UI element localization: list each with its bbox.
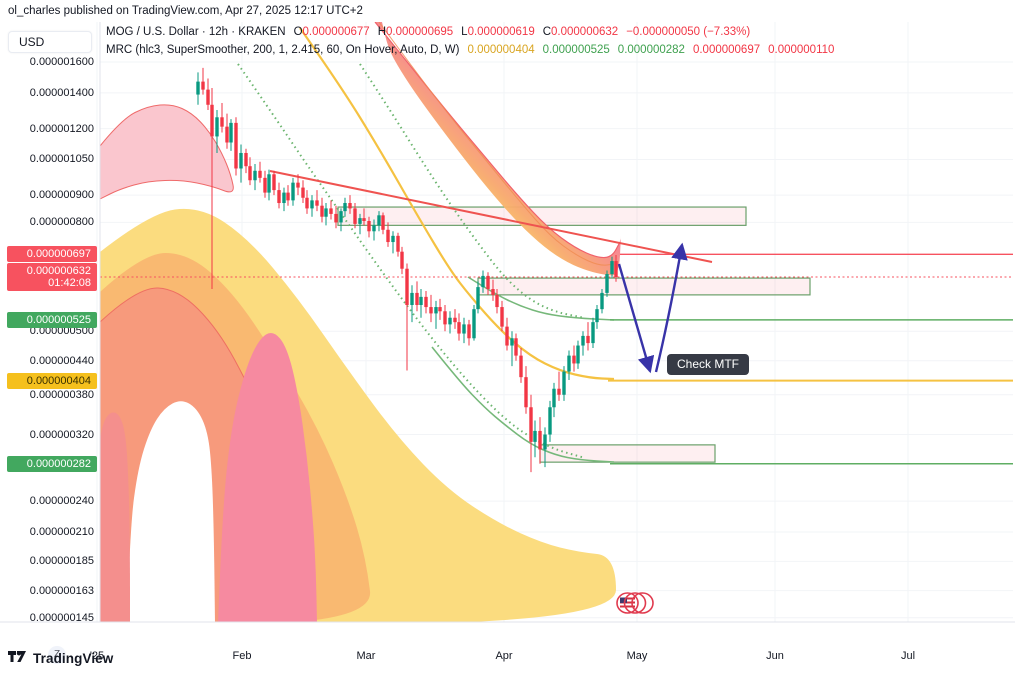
price-label: 0.000000240	[29, 495, 94, 508]
currency-selector[interactable]: USD	[8, 31, 92, 53]
price-change: −0.000000050 (−7.33%)	[626, 26, 751, 38]
mrc-value-s1: 0.000000525	[542, 44, 610, 56]
projection-arrow-down	[617, 263, 655, 374]
price-label: 0.000000145	[29, 611, 94, 624]
mrc-dotted-a	[237, 63, 586, 459]
mrc-value-r2: 0.000000110	[768, 44, 835, 56]
candles	[196, 67, 618, 473]
projection-arrow-up	[654, 242, 688, 373]
weekly-band-top-dome	[100, 104, 234, 200]
price-label: 0.000000210	[29, 526, 94, 538]
tradingview-wordmark: TradingView	[33, 651, 114, 666]
time-label: Apr	[495, 650, 513, 662]
indicator-title: MRC (hlc3, SuperSmoother, 200, 1, 2.415,…	[106, 44, 460, 56]
mrc-value-s2: 0.000000282	[617, 44, 685, 56]
time-label: Jun	[766, 650, 784, 662]
mrc-ribbon-mid-line	[378, 22, 615, 266]
price-label: 0.000000185	[29, 555, 94, 568]
check-mtf-tooltip: Check MTF	[667, 354, 750, 375]
plot-area	[100, 22, 1013, 622]
ohlc-close: C0.000000632	[542, 26, 619, 38]
time-label: May	[626, 650, 648, 662]
tradingview-mark-icon	[8, 651, 26, 662]
price-badge: 0.000000632 01:42:08	[7, 262, 97, 291]
price-label: 0.000001400	[29, 86, 94, 99]
price-label: 0.000000320	[29, 428, 94, 441]
price-badge: 0.000000404	[7, 372, 97, 389]
timezone-button[interactable]: Z	[48, 646, 66, 664]
tradingview-logo[interactable]: TradingView	[8, 650, 113, 667]
ohlc-high: H0.000000695	[377, 26, 454, 38]
legend-indicator-row[interactable]: MRC (hlc3, SuperSmoother, 200, 1, 2.415,…	[106, 44, 834, 56]
price-label: 0.000000163	[29, 584, 94, 597]
mrc-value-mean: 0.000000404	[467, 44, 535, 56]
mrc-value-r1: 0.000000697	[692, 44, 761, 56]
price-badge: 0.000000282	[7, 455, 97, 472]
weekly-band-left-leg	[100, 412, 130, 622]
price-badge: 0.000000525	[7, 311, 97, 328]
price-scale[interactable]: 0.000001600 0.000001400 0.000001200 0.00000…	[0, 22, 100, 624]
band-gap-white	[127, 401, 215, 622]
attribution-text: ol_charles published on TradingView.com,…	[8, 5, 363, 17]
time-label: Jul	[900, 650, 916, 662]
mog-flag-icon	[616, 592, 654, 614]
price-label: 0.000001200	[29, 122, 94, 135]
legend-symbol-row[interactable]: MOG / U.S. Dollar · 12h · KRAKEN O0.0000…	[106, 26, 750, 38]
price-label: 0.000000800	[29, 216, 94, 229]
mrc-mean-curve	[299, 27, 615, 381]
time-axis[interactable]: '25 Feb Mar Apr May Jun Jul	[0, 644, 1015, 668]
mrc-s1-curve	[467, 276, 615, 321]
time-label: Mar	[356, 650, 376, 662]
price-label: 0.000000900	[29, 189, 94, 202]
supply-zone-mid	[477, 277, 811, 296]
mrc-s2-curve	[431, 346, 615, 463]
price-label: 0.000000380	[29, 388, 94, 401]
price-label: 0.000001050	[29, 153, 94, 166]
ohlc-low: L0.000000619	[461, 26, 535, 38]
descending-trendline	[269, 170, 713, 263]
price-label: 0.000000440	[29, 354, 94, 367]
ohlc-open: O0.000000677	[293, 26, 370, 38]
weekly-band-pink-core	[218, 332, 317, 622]
chart-canvas[interactable]	[0, 22, 1015, 645]
symbol-title: MOG / U.S. Dollar · 12h · KRAKEN	[106, 26, 286, 38]
time-label: '25	[89, 650, 105, 662]
price-label: 0.000001600	[29, 56, 94, 68]
time-label: Feb	[232, 650, 252, 662]
price-label: 0.000000500	[29, 325, 94, 338]
price-badge: 0.000000697	[7, 246, 97, 263]
